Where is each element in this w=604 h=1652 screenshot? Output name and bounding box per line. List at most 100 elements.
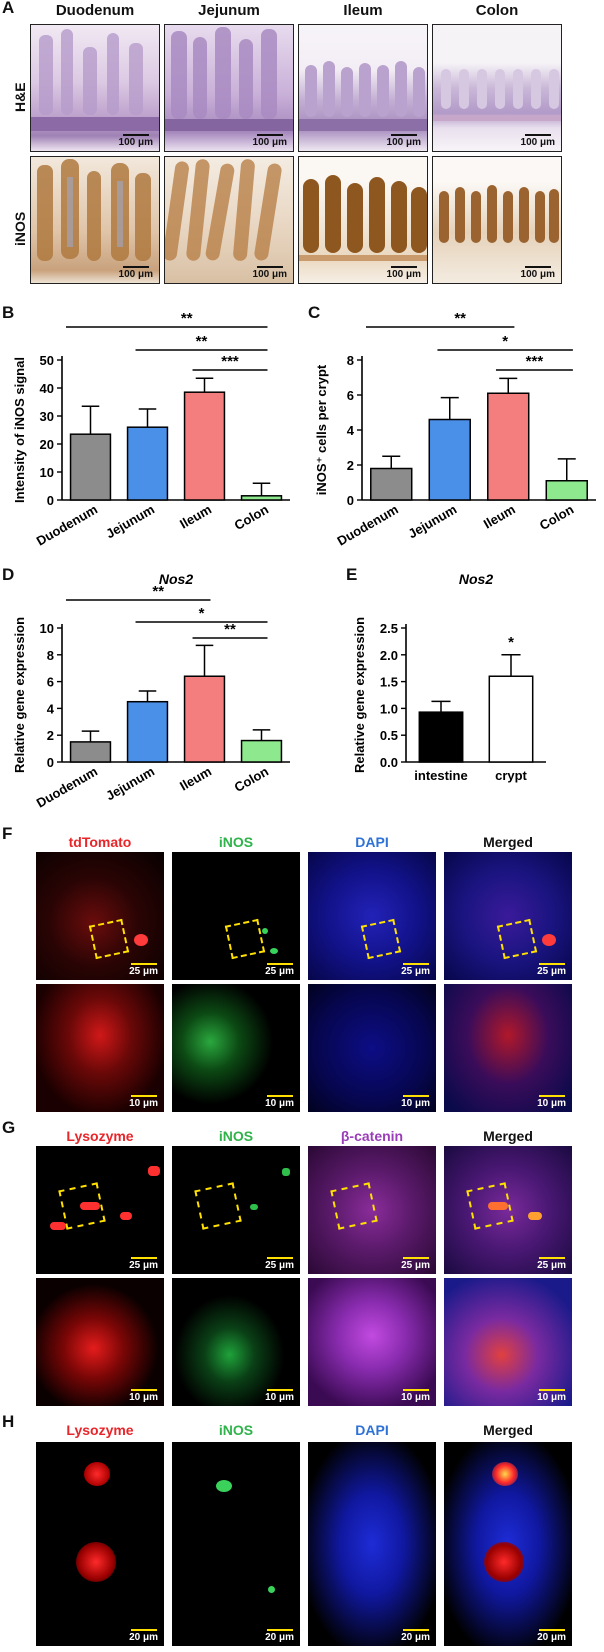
red-granules [120,1212,132,1220]
scale-bar: 20 μm [401,1629,430,1643]
y-axis-label: Intensity of iNOS signal [12,357,27,503]
h-merged-image: 20 μm [444,1442,572,1646]
g-beta-catenin-zoom: 10 μm [308,1278,436,1406]
panel-label-c: C [308,303,321,322]
f-dapi-overview: 25 μm [308,852,436,980]
y-tick-label: 4 [347,423,355,438]
red-granules [148,1166,160,1176]
g-head-beta-catenin: β-catenin [340,1128,404,1144]
scale-bar: 25 μm [537,1257,566,1271]
he-duodenum-image: 100 μm [30,24,160,152]
y-tick-label: 8 [347,353,354,368]
y-tick-label: 10 [40,465,54,480]
scale-bar: 100 μm [253,134,287,148]
green-dot [268,1586,275,1593]
ihc-duodenum-image: 100 μm [30,156,160,284]
bar [418,711,464,763]
bar [240,739,283,763]
panel-label-a: A [2,0,15,17]
green-dot [216,1480,232,1492]
x-tick-label: Ileum [177,502,214,532]
significance-label: * [508,634,514,651]
f-head-merged: Merged [483,834,533,850]
ihc-jejunum-villi [165,159,282,261]
row-head-he: H&E [12,82,28,112]
scale-bar: 25 μm [129,1257,158,1271]
green-dot [262,928,268,934]
scale-bar: 10 μm [401,1389,430,1403]
y-axis-label: iNOS⁺ cells per crypt [314,364,329,495]
scale-bar: 20 μm [265,1629,294,1643]
significance-label: ** [224,621,236,638]
chart-b: 0 10 20 30 40 50 Intensity of iNOS signal Duode… [12,310,290,549]
scale-bar: 20 μm [129,1629,158,1643]
scale-bar: 10 μm [537,1389,566,1403]
scale-bar: 25 μm [129,963,158,977]
y-tick-label: 4 [47,701,55,716]
col-head-ileum: Ileum [343,2,383,19]
y-tick-label: 6 [347,388,354,403]
y-tick-label: 2 [47,728,54,743]
x-tick-label: Colon [537,502,576,533]
scale-bar: 10 μm [401,1095,430,1109]
h-head-inos: iNOS [218,1422,254,1438]
scale-bar: 100 μm [119,134,153,148]
y-tick-label: 10 [40,621,54,636]
f-merged-overview: 25 μm [444,852,572,980]
g-lysozyme-overview: 25 μm [36,1146,164,1274]
scale-bar: 100 μm [387,266,421,280]
red-granules [80,1202,100,1210]
y-tick-label: 6 [47,675,54,690]
bar [428,418,471,501]
f-inos-overview: 25 μm [172,852,300,980]
bar [183,391,226,501]
scale-bar: 10 μm [129,1389,158,1403]
scale-bar: 25 μm [401,1257,430,1271]
red-cell [134,934,148,946]
significance-label: ** [181,310,193,327]
g-head-inos: iNOS [218,1128,254,1144]
h-head-lysozyme: Lysozyme [66,1422,134,1438]
significance-label: *** [526,353,544,370]
h-inos-image: 20 μm [172,1442,300,1646]
x-tick-label: Jejunum [405,502,459,542]
he-jejunum-villi [165,27,293,131]
col-head-duodenum: Duodenum [55,2,135,19]
f-dapi-zoom: 10 μm [308,984,436,1112]
significance-label: ** [454,310,466,327]
g-head-merged: Merged [483,1128,533,1144]
green-dot [282,1168,290,1176]
significance-label: ** [196,333,208,350]
ihc-colon-image: 100 μm [432,156,562,284]
he-jejunum-image: 100 μm [164,24,294,152]
g-inos-overview: 25 μm [172,1146,300,1274]
y-tick-label: 0.0 [380,755,398,770]
col-head-jejunum: Jejunum [198,2,260,19]
bar [545,480,588,501]
y-axis-label: Relative gene expression [352,617,367,773]
roi-box [224,918,266,960]
merged-granules [488,1202,508,1210]
y-tick-label: 2.0 [380,648,398,663]
bar [69,741,112,763]
merged-cluster [492,1462,518,1486]
significance-label: ** [152,583,164,600]
scale-bar: 25 μm [265,1257,294,1271]
bar [183,675,226,763]
x-tick-label: Duodenum [34,764,100,811]
y-tick-label: 2.5 [380,621,398,636]
green-dot [250,1204,258,1210]
significance-label: * [199,605,205,622]
y-tick-label: 0 [47,755,54,770]
panel-label-h: H [2,1412,15,1431]
x-tick-label: Duodenum [34,502,100,549]
red-cluster [76,1542,116,1582]
he-ileum-villi [299,61,427,131]
panel-label-g: G [2,1118,16,1137]
y-tick-label: 0.5 [380,728,398,743]
ihc-colon-crypts [439,185,559,243]
g-head-lysozyme: Lysozyme [66,1128,134,1144]
g-inos-zoom: 10 μm [172,1278,300,1406]
x-tick-label: Colon [232,502,271,533]
y-tick-label: 2 [347,458,354,473]
